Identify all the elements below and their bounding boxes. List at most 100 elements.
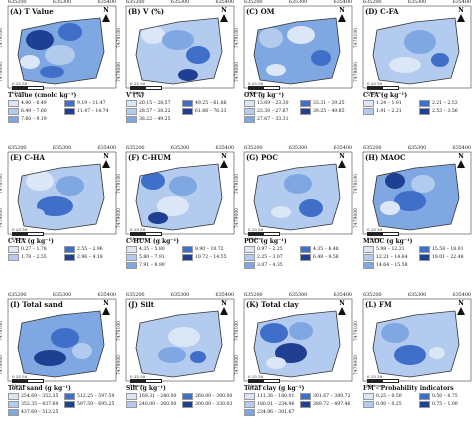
study-area-boundary — [135, 163, 223, 231]
legend-swatch — [8, 100, 19, 107]
value-zone — [51, 328, 79, 348]
legend-title: C-HUM (g kg⁻¹) — [126, 238, 180, 245]
map-panel: 635200 635300 635400 7479100 7479000 (H) MAOC… — [354, 145, 473, 292]
arrow-icon — [102, 307, 110, 315]
value-zone — [381, 323, 409, 343]
study-area-boundary — [253, 163, 341, 231]
north-arrow-icon: N — [457, 8, 465, 22]
scale-bar: 0 25 50 Meters — [130, 227, 162, 241]
x-tick-label: 635300 — [170, 0, 190, 5]
x-tick-label: 635200 — [363, 0, 382, 5]
x-tick-label: 635400 — [215, 145, 235, 151]
map-frame — [243, 5, 353, 89]
legend-swatch — [244, 108, 255, 115]
value-zone — [259, 181, 283, 201]
legend-range: 49.25 – 61.86 — [195, 101, 227, 106]
panel-label: (E) C-HA — [10, 153, 45, 162]
value-zone — [149, 54, 177, 70]
x-coordinate-ticks: 635200 635300 635400 — [363, 292, 471, 298]
scale-ticks: 0 25 50 — [130, 374, 146, 379]
north-label: N — [221, 153, 227, 160]
legend-range: 27.67 – 33.31 — [257, 117, 289, 122]
legend-swatch — [8, 116, 19, 123]
scale-unit: Meters — [248, 383, 263, 388]
legend-range: 4.35 – 6.48 — [313, 247, 339, 252]
legend-item: 49.25 – 61.86 — [182, 100, 236, 107]
value-zone — [141, 172, 165, 190]
x-tick-label: 635200 — [126, 145, 145, 151]
panel-label: (K) Total clay — [246, 300, 299, 309]
map-frame — [243, 298, 353, 382]
north-arrow-icon: N — [102, 301, 110, 315]
legend-title: MAOC (g kg⁻¹) — [363, 238, 413, 245]
value-zone — [287, 26, 315, 44]
north-label: N — [221, 300, 227, 307]
legend-range: 38.22 – 49.25 — [139, 117, 171, 122]
legend-item: 437.69 – 512.25 — [8, 409, 62, 416]
legend-swatch — [244, 100, 255, 107]
study-area-boundary — [17, 17, 105, 85]
scale-ticks: 0 25 50 — [367, 227, 383, 232]
scale-bar: 0 25 50 Meters — [12, 81, 44, 95]
scale-bar: 0 25 50 Meters — [130, 81, 162, 95]
legend-swatch — [8, 393, 19, 400]
legend-item: 13.69 – 23.30 — [244, 100, 298, 107]
value-zone — [158, 347, 186, 363]
legend-swatch — [8, 401, 19, 408]
legend-swatch — [419, 393, 430, 400]
kriging-map — [125, 151, 235, 235]
x-tick-label: 635400 — [452, 0, 472, 5]
legend: 111.36 – 180.01 301.67 – 389.72 180.01 – 2… — [244, 393, 354, 416]
map-panel: 635200 635300 635400 7479100 7479000 (I) Tota… — [0, 292, 118, 439]
legend-item: 33.31 – 39.25 — [300, 100, 354, 107]
panel-label: (F) C-HUM — [128, 153, 171, 162]
x-tick-label: 635400 — [215, 292, 235, 298]
value-zone — [380, 201, 400, 215]
legend-swatch — [8, 409, 19, 416]
legend-range: 1.78 – 2.55 — [21, 255, 47, 260]
kriging-map — [243, 5, 353, 89]
panel-label: (C) OM — [246, 7, 275, 16]
kriging-map — [125, 5, 235, 89]
kriging-map — [7, 298, 117, 382]
legend-range: 13.69 – 23.30 — [257, 101, 289, 106]
x-tick-label: 635300 — [288, 292, 308, 298]
legend-range: 111.36 – 180.01 — [257, 394, 295, 399]
north-arrow-icon: N — [457, 301, 465, 315]
legend-swatch — [126, 254, 137, 261]
legend-swatch — [182, 246, 193, 253]
legend-swatch — [244, 401, 255, 408]
scale-ticks: 0 25 50 — [367, 374, 383, 379]
study-area-boundary — [17, 163, 105, 231]
arrow-icon — [338, 160, 346, 168]
scale-bar-graphic — [367, 86, 399, 90]
study-area-boundary — [253, 310, 341, 378]
study-area-boundary — [372, 17, 460, 85]
value-zone — [40, 66, 64, 78]
scale-bar: 0 25 50 Meters — [12, 227, 44, 241]
scale-ticks: 0 25 50 — [130, 227, 146, 232]
legend-item: 180.01 – 234.96 — [244, 401, 298, 408]
scale-unit: Meters — [130, 383, 145, 388]
legend-swatch — [8, 254, 19, 261]
map-panel: 635200 635300 635400 7479100 7479000 (A) T Va… — [0, 0, 118, 146]
legend-title: C-HA (g kg⁻¹) — [8, 238, 54, 245]
x-tick-label: 635300 — [170, 145, 190, 151]
value-zone — [45, 45, 75, 65]
legend-swatch — [244, 409, 255, 416]
legend-range: 7.91 – 8.90 — [139, 263, 165, 268]
scale-bar: 0 25 50 Meters — [248, 227, 280, 241]
scale-unit: Meters — [367, 383, 382, 388]
legend-swatch — [64, 100, 75, 107]
scale-ticks: 0 25 50 — [130, 81, 146, 86]
kriging-map — [7, 5, 117, 89]
scale-bar-graphic — [12, 232, 44, 236]
x-tick-label: 635400 — [97, 292, 117, 298]
north-label: N — [339, 7, 345, 14]
study-area-boundary — [135, 17, 223, 85]
value-zone — [311, 50, 331, 66]
legend-item: 10.72 – 14.55 — [182, 254, 236, 261]
legend-title: T value (cmolc kg⁻¹) — [8, 92, 77, 99]
kriging-map — [125, 298, 235, 382]
legend-item: 512.25 – 597.59 — [64, 393, 118, 400]
